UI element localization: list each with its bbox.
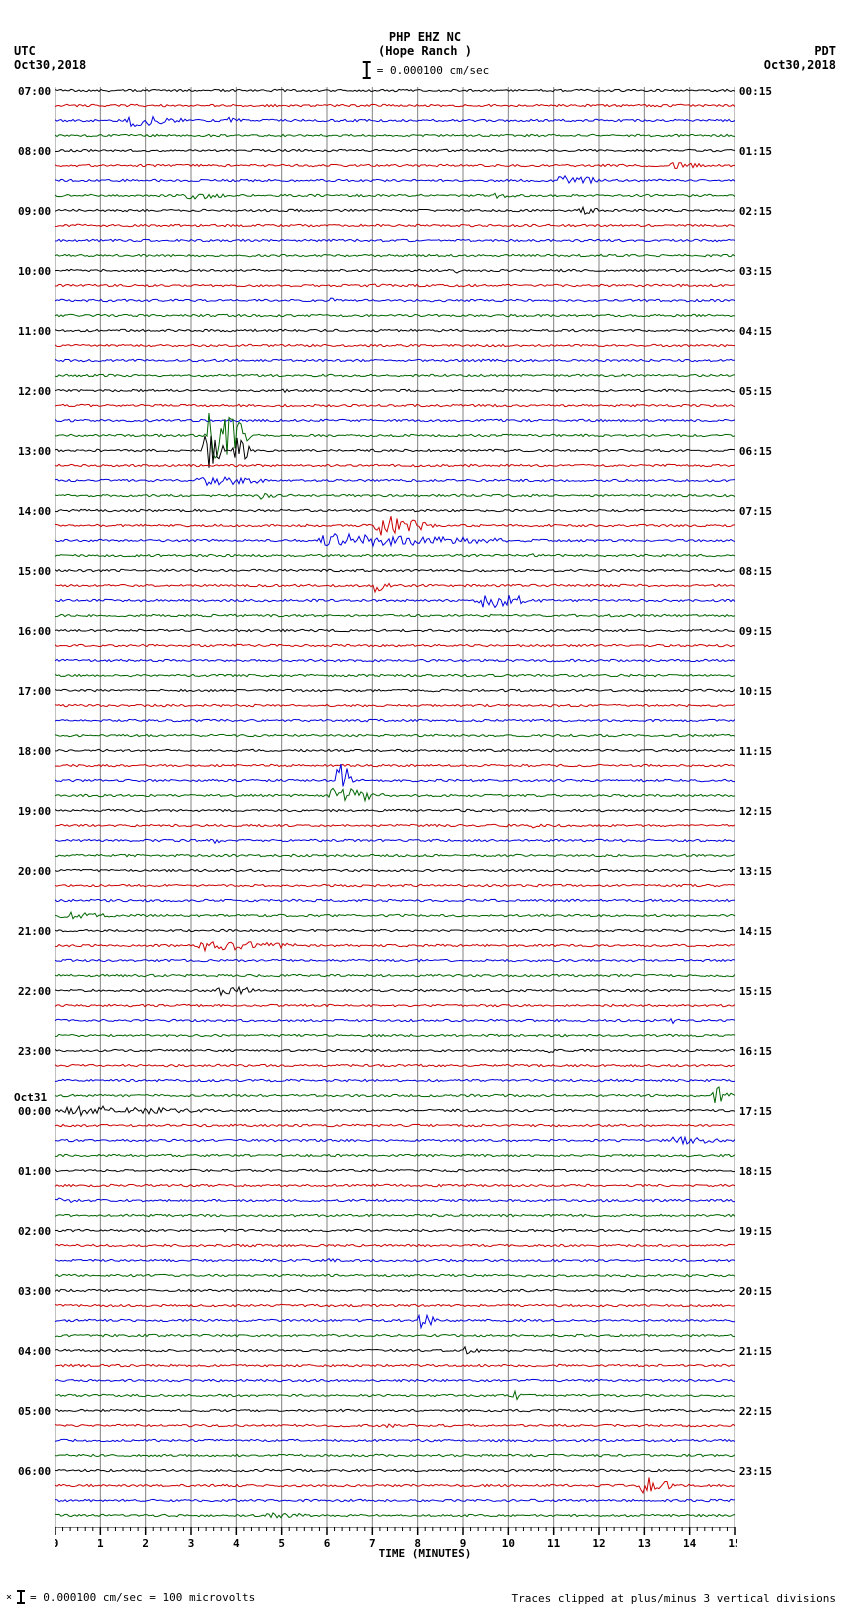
pdt-label: 06:15 [739, 445, 772, 458]
pdt-label: 05:15 [739, 385, 772, 398]
pdt-label: 13:15 [739, 865, 772, 878]
pdt-label: 19:15 [739, 1225, 772, 1238]
pdt-label: 23:15 [739, 1465, 772, 1478]
left-date: Oct30,2018 [14, 58, 86, 72]
utc-label: 08:00 [18, 145, 51, 158]
utc-label: 21:00 [18, 925, 51, 938]
utc-label: 00:00 [18, 1105, 51, 1118]
svg-text:15: 15 [728, 1537, 737, 1550]
utc-label: 02:00 [18, 1225, 51, 1238]
pdt-label: 00:15 [739, 85, 772, 98]
utc-date-change: Oct31 [14, 1091, 47, 1104]
pdt-label: 21:15 [739, 1345, 772, 1358]
utc-label: 23:00 [18, 1045, 51, 1058]
utc-label: 14:00 [18, 505, 51, 518]
utc-label: 01:00 [18, 1165, 51, 1178]
pdt-label: 11:15 [739, 745, 772, 758]
svg-text:3: 3 [188, 1537, 195, 1550]
footer-scale-bar-icon [16, 1589, 26, 1605]
pdt-label: 07:15 [739, 505, 772, 518]
left-timezone: UTC [14, 44, 36, 58]
right-date: Oct30,2018 [764, 58, 836, 72]
footer-clip-text: Traces clipped at plus/minus 3 vertical … [511, 1592, 836, 1605]
seismogram-plot [55, 87, 735, 1527]
svg-text:5: 5 [278, 1537, 285, 1550]
station-name: PHP EHZ NC [389, 30, 461, 44]
header-scale-text: = 0.000100 cm/sec [377, 64, 490, 77]
utc-label: 19:00 [18, 805, 51, 818]
utc-label: 06:00 [18, 1465, 51, 1478]
pdt-label: 01:15 [739, 145, 772, 158]
pdt-label: 10:15 [739, 685, 772, 698]
utc-label: 07:00 [18, 85, 51, 98]
svg-text:6: 6 [324, 1537, 331, 1550]
svg-text:1: 1 [97, 1537, 104, 1550]
pdt-label: 04:15 [739, 325, 772, 338]
pdt-label: 14:15 [739, 925, 772, 938]
svg-text:13: 13 [638, 1537, 651, 1550]
pdt-label: 12:15 [739, 805, 772, 818]
utc-label: 20:00 [18, 865, 51, 878]
scale-bar-icon [361, 60, 373, 80]
svg-text:2: 2 [142, 1537, 149, 1550]
svg-text:0: 0 [55, 1537, 58, 1550]
footer-scale-text: = 0.000100 cm/sec = 100 microvolts [30, 1591, 255, 1604]
utc-label: 05:00 [18, 1405, 51, 1418]
utc-label: 16:00 [18, 625, 51, 638]
utc-label: 04:00 [18, 1345, 51, 1358]
pdt-label: 03:15 [739, 265, 772, 278]
pdt-label: 22:15 [739, 1405, 772, 1418]
pdt-label: 16:15 [739, 1045, 772, 1058]
utc-label: 13:00 [18, 445, 51, 458]
utc-label: 17:00 [18, 685, 51, 698]
pdt-label: 02:15 [739, 205, 772, 218]
svg-text:10: 10 [502, 1537, 515, 1550]
pdt-label: 18:15 [739, 1165, 772, 1178]
utc-label: 03:00 [18, 1285, 51, 1298]
utc-label: 22:00 [18, 985, 51, 998]
utc-label: 09:00 [18, 205, 51, 218]
svg-text:7: 7 [369, 1537, 376, 1550]
utc-label: 15:00 [18, 565, 51, 578]
pdt-label: 15:15 [739, 985, 772, 998]
utc-label: 12:00 [18, 385, 51, 398]
pdt-label: 17:15 [739, 1105, 772, 1118]
pdt-label: 20:15 [739, 1285, 772, 1298]
utc-label: 18:00 [18, 745, 51, 758]
pdt-label: 09:15 [739, 625, 772, 638]
svg-text:11: 11 [547, 1537, 561, 1550]
svg-text:14: 14 [683, 1537, 697, 1550]
right-timezone: PDT [814, 44, 836, 58]
x-axis-label: TIME (MINUTES) [379, 1547, 472, 1560]
pdt-label: 08:15 [739, 565, 772, 578]
utc-label: 10:00 [18, 265, 51, 278]
svg-text:4: 4 [233, 1537, 240, 1550]
svg-text:12: 12 [592, 1537, 605, 1550]
station-location: (Hope Ranch ) [378, 44, 472, 58]
utc-label: 11:00 [18, 325, 51, 338]
